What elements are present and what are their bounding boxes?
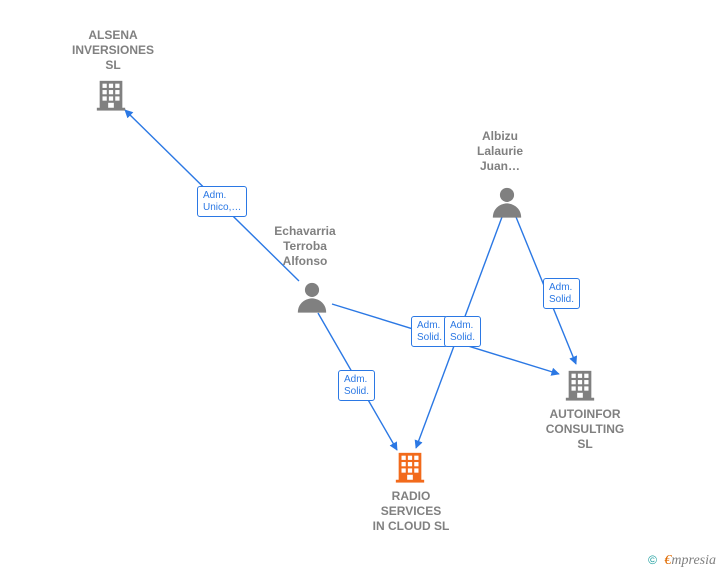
node-label-albizu: Albizu Lalaurie Juan… bbox=[450, 129, 550, 174]
edge-label: Adm. Solid. bbox=[543, 278, 580, 309]
watermark: © €mpresia bbox=[648, 553, 716, 569]
building-icon bbox=[563, 368, 597, 407]
person-icon bbox=[490, 185, 524, 224]
edge-label: Adm. Solid. bbox=[411, 316, 448, 347]
edge-label: Adm. Solid. bbox=[444, 316, 481, 347]
edge-label: Adm. Solid. bbox=[338, 370, 375, 401]
node-label-alsena: ALSENA INVERSIONES SL bbox=[63, 28, 163, 73]
edge-label: Adm. Unico,… bbox=[197, 186, 247, 217]
node-label-autoinfor: AUTOINFOR CONSULTING SL bbox=[530, 407, 640, 452]
copyright-icon: © bbox=[648, 553, 657, 567]
building-icon bbox=[94, 78, 128, 117]
node-label-radio: RADIO SERVICES IN CLOUD SL bbox=[356, 489, 466, 534]
watermark-brand-rest: mpresia bbox=[671, 553, 716, 568]
node-label-echavarria: Echavarria Terroba Alfonso bbox=[255, 224, 355, 269]
person-icon bbox=[295, 280, 329, 319]
building-icon bbox=[393, 450, 427, 489]
